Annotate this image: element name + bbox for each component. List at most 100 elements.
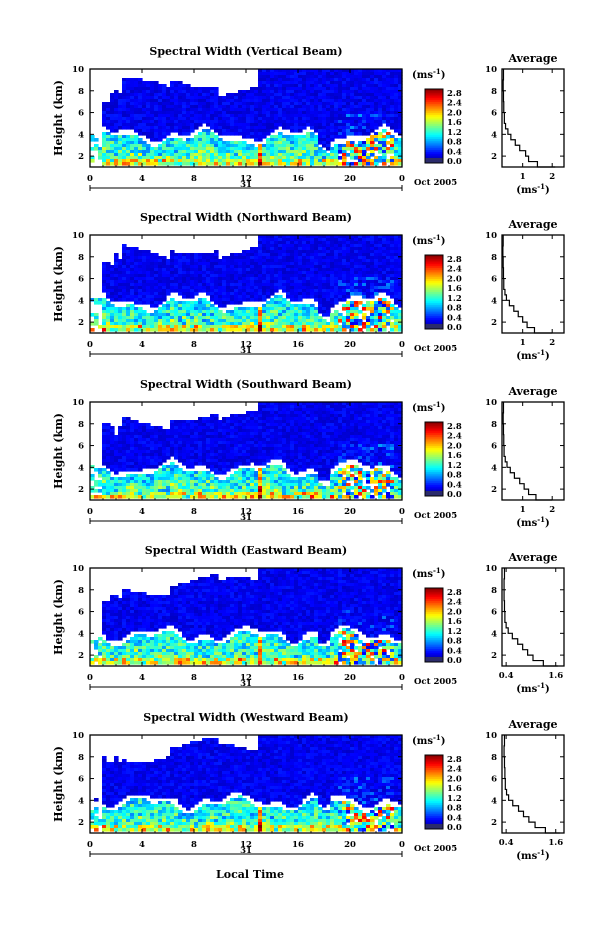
heatmap-cell [214,316,219,320]
heatmap-cell [274,250,279,254]
heatmap-cell [382,93,387,97]
heatmap-cell [102,298,107,302]
heatmap-cell [198,283,203,287]
heatmap-cell [218,162,223,166]
heatmap-cell [234,129,239,133]
heatmap-cell [182,253,187,257]
heatmap-cell [218,96,223,100]
heatmap-cell [102,123,107,127]
heatmap-cell [294,316,299,320]
heatmap-cell [290,241,295,245]
heatmap-cell [374,99,379,103]
heatmap-cell [258,322,263,326]
heatmap-cell [114,96,119,100]
heatmap-cell [306,75,311,79]
heatmap-cell [198,459,203,463]
heatmap-cell [262,250,267,254]
heatmap-cell [350,289,355,293]
heatmap-cell [142,322,147,326]
heatmap-cell [234,102,239,106]
heatmap-cell [238,153,243,157]
heatmap-cell [342,162,347,166]
heatmap-cell [110,447,115,451]
heatmap-cell [394,105,399,109]
heatmap-cell [230,141,235,145]
heatmap-cell [250,319,255,323]
heatmap-cell [130,423,135,427]
heatmap-cell [366,286,371,290]
heatmap-cell [154,328,159,332]
heatmap-cell [134,87,139,91]
heatmap-cell [278,259,283,263]
heatmap-cell [102,432,107,436]
heatmap-cell [150,280,155,284]
heatmap-cell [138,307,143,311]
heatmap-cell [190,277,195,281]
heatmap-cell [170,438,175,442]
heatmap-cell [374,235,379,239]
heatmap-cell [370,301,375,305]
heatmap-cell [234,268,239,272]
heatmap-cell [290,99,295,103]
heatmap-cell [290,307,295,311]
heatmap-cell [202,90,207,94]
heatmap-cell [274,141,279,145]
heatmap-cell [326,126,331,130]
heatmap-cell [386,135,391,139]
heatmap-cell [90,477,95,481]
heatmap-cell [102,289,107,293]
heatmap-cell [302,105,307,109]
heatmap-cell [182,447,187,451]
heatmap-cell [378,283,383,287]
heatmap-cell [246,277,251,281]
heatmap-cell [194,156,199,160]
heatmap-cell [114,298,119,302]
heatmap-cell [290,162,295,166]
heatmap-cell [238,147,243,151]
heatmap-cell [322,135,327,139]
heatmap-cell [362,114,367,118]
heatmap-cell [162,307,167,311]
heatmap-cell [258,93,263,97]
heatmap-cell [302,75,307,79]
heatmap-cell [178,429,183,433]
heatmap-cell [226,111,231,115]
heatmap-cell [202,417,207,421]
heatmap-cell [254,265,259,269]
heatmap-cell [170,117,175,121]
heatmap-cell [118,489,123,493]
heatmap-cell [114,489,119,493]
heatmap-cell [246,268,251,272]
heatmap-cell [194,438,199,442]
heatmap-cell [286,325,291,329]
heatmap-cell [362,289,367,293]
colorbar-tick-label: 0.0 [447,323,462,333]
heatmap-cell [122,244,127,248]
heatmap-cell [182,483,187,487]
heatmap-cell [318,123,323,127]
heatmap-cell [274,78,279,82]
heatmap-cell [294,235,299,239]
heatmap-cell [138,492,143,496]
heatmap-cell [230,108,235,112]
heatmap-cell [158,268,163,272]
heatmap-cell [142,259,147,263]
heatmap-cell [158,132,163,136]
heatmap-cell [254,90,259,94]
heatmap-cell [374,274,379,278]
heatmap-cell [278,295,283,299]
heatmap-cell [150,259,155,263]
heatmap-cell [170,465,175,469]
heatmap-cell [250,328,255,332]
heatmap-cell [226,325,231,329]
heatmap-cell [150,328,155,332]
heatmap-cell [102,135,107,139]
heatmap-cell [362,141,367,145]
heatmap-cell [290,123,295,127]
heatmap-cell [206,313,211,317]
colorbar-swatch [425,275,443,278]
heatmap-cell [170,274,175,278]
heatmap-cell [266,286,271,290]
heatmap-cell [334,253,339,257]
heatmap-cell [286,108,291,112]
